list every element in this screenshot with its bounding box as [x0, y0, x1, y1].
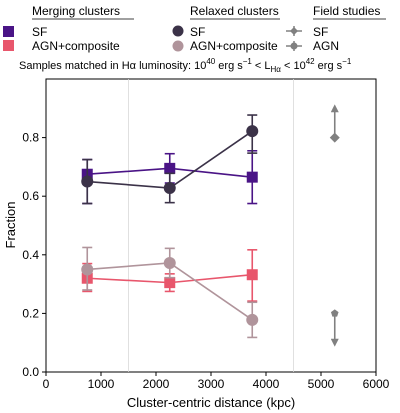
- x-tick-label: 3000: [198, 377, 225, 391]
- legend-label-field-agn: AGN: [313, 39, 339, 53]
- x-tick-label: 5000: [308, 377, 335, 391]
- relaxed_sf-point: [81, 175, 94, 188]
- legend-marker-merging-agn: [3, 40, 14, 51]
- relaxed_agn-point: [81, 263, 94, 276]
- legend-title-relaxed: Relaxed clusters: [190, 4, 279, 18]
- region-dividers: [128, 79, 294, 372]
- x-tick-label: 0: [43, 377, 50, 391]
- legend-title-merging: Merging clusters: [32, 4, 120, 18]
- merging_sf-point: [164, 162, 176, 174]
- legend-marker-merging-sf: [3, 26, 14, 37]
- y-tick-label: 0.2: [22, 306, 39, 320]
- relaxed_sf-point: [163, 181, 176, 194]
- merging_agn-point: [164, 277, 176, 289]
- axis-ticks: 0 1000 2000 3000 4000 5000 6000 0.0 0.2 0.4 0.6 0.8: [22, 131, 389, 391]
- legend-label-relaxed-agn: AGN+composite: [190, 39, 278, 53]
- merging_agn-point: [246, 269, 258, 281]
- legend: Merging clusters Relaxed clusters Field …: [3, 4, 386, 53]
- legend-marker-relaxed-agn: [172, 40, 184, 52]
- relaxed_agn-point: [163, 257, 176, 270]
- y-tick-label: 0.4: [22, 248, 39, 262]
- y-axis-label: Fraction: [3, 202, 18, 249]
- y-tick-label: 0.8: [22, 131, 39, 145]
- legend-label-field-sf: SF: [313, 25, 328, 39]
- merging_sf-point: [246, 171, 258, 183]
- legend-marker-field-agn: [286, 41, 302, 51]
- legend-marker-relaxed-sf: [172, 25, 184, 37]
- legend-label-merging-agn: AGN+composite: [32, 39, 120, 53]
- x-tick-label: 6000: [363, 377, 390, 391]
- field_agn-point: [330, 309, 339, 317]
- x-tick-label: 2000: [143, 377, 170, 391]
- x-tick-label: 1000: [88, 377, 115, 391]
- relaxed_sf-point: [246, 125, 259, 138]
- legend-label-relaxed-sf: SF: [190, 25, 205, 39]
- legend-label-merging-sf: SF: [32, 25, 47, 39]
- x-axis-label: Cluster-centric distance (kpc): [127, 395, 295, 410]
- y-tick-label: 0.6: [22, 189, 39, 203]
- x-tick-label: 4000: [253, 377, 280, 391]
- relaxed_agn-point: [246, 313, 259, 326]
- legend-marker-field-sf: [286, 26, 302, 36]
- legend-title-field: Field studies: [313, 4, 380, 18]
- field_sf-point: [329, 132, 340, 143]
- chart-subtitle: Samples matched in Hα luminosity: 1040 e…: [19, 57, 352, 74]
- series-layer: [81, 104, 340, 347]
- plot-area: [45, 78, 377, 373]
- y-tick-label: 0.0: [22, 365, 39, 379]
